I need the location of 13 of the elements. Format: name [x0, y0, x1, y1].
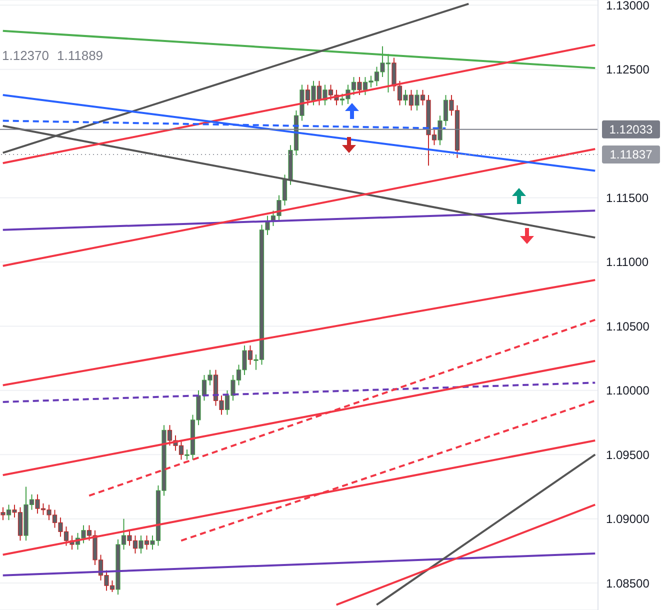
- y-tick-label: 1.12500: [606, 62, 650, 77]
- ref-line-label: 1.11837: [610, 147, 653, 162]
- y-tick-label: 1.13000: [606, 0, 650, 12]
- y-tick-label: 1.09000: [606, 512, 650, 526]
- annotation: 1.11889: [57, 48, 104, 63]
- y-tick-label: 1.10000: [606, 384, 650, 398]
- y-tick-label: 1.10500: [606, 319, 650, 334]
- y-tick-label: 1.11000: [606, 255, 649, 270]
- y-tick-label: 1.11500: [606, 191, 649, 206]
- y-tick-label: 1.09500: [606, 448, 650, 462]
- annotation: 1.12370: [2, 48, 49, 63]
- ref-line-label: 1.12033: [609, 122, 654, 136]
- y-tick-label: 1.08500: [606, 576, 650, 590]
